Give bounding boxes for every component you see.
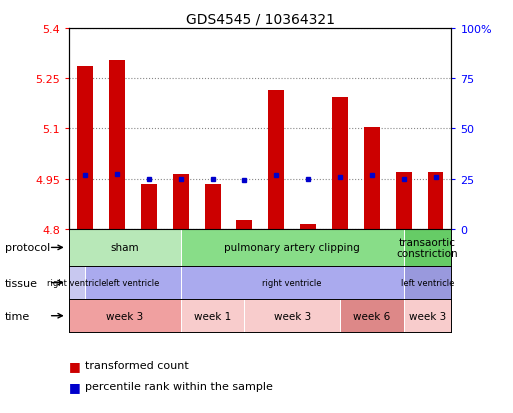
Text: week 3: week 3 [273,311,311,321]
Text: week 3: week 3 [409,311,446,321]
Bar [332,97,348,229]
Bar [364,127,380,229]
Bar [85,266,181,299]
Text: right ventricle: right ventricle [48,278,107,287]
Text: week 3: week 3 [106,311,144,321]
Bar [181,229,404,266]
Bar [268,91,284,229]
Bar [236,221,252,229]
Text: right ventricle: right ventricle [263,278,322,287]
Bar [69,299,181,332]
Text: transaortic
constriction: transaortic constriction [397,237,459,259]
Text: tissue: tissue [5,278,38,288]
Text: ■: ■ [69,380,81,393]
Bar [77,67,93,229]
Text: protocol: protocol [5,243,50,253]
Bar [205,184,221,229]
Bar [404,299,451,332]
Bar [181,266,404,299]
Text: week 1: week 1 [194,311,231,321]
Text: left ventricle: left ventricle [401,278,454,287]
Text: time: time [5,311,30,321]
Bar [141,184,157,229]
Bar [69,229,181,266]
Bar [109,61,125,229]
Bar [300,224,316,229]
Text: pulmonary artery clipping: pulmonary artery clipping [224,243,360,253]
Bar [69,266,85,299]
Text: week 6: week 6 [353,311,390,321]
Bar [404,229,451,266]
Bar [404,266,451,299]
Text: transformed count: transformed count [85,361,188,370]
Title: GDS4545 / 10364321: GDS4545 / 10364321 [186,12,335,26]
Bar [340,299,404,332]
Text: sham: sham [111,243,140,253]
Bar [173,174,189,229]
Text: percentile rank within the sample: percentile rank within the sample [85,381,272,391]
Bar [181,299,244,332]
Text: ■: ■ [69,359,81,372]
Bar [244,299,340,332]
Bar [396,173,411,229]
Text: left ventricle: left ventricle [106,278,160,287]
Bar [427,173,443,229]
